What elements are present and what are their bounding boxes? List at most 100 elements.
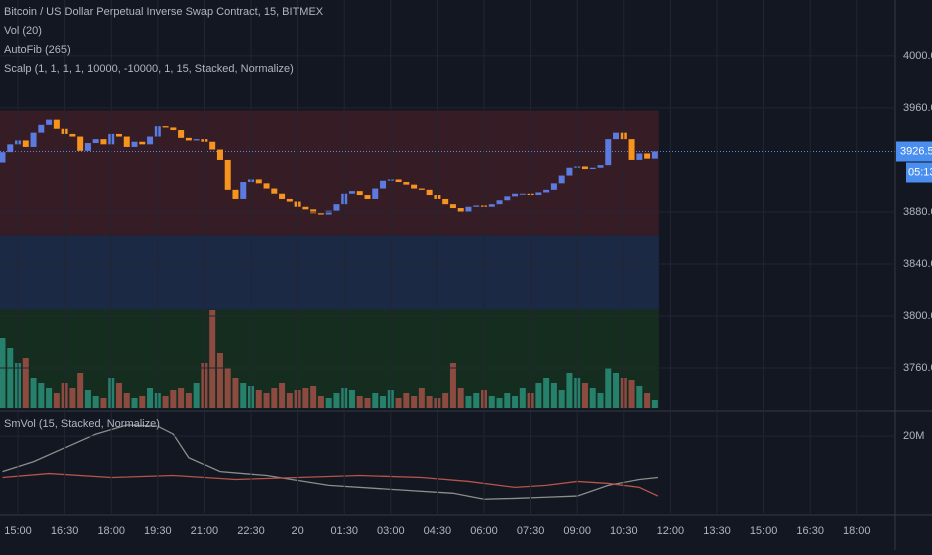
y-tick-label: 4000.0: [903, 50, 932, 62]
y-tick-label: 3800.0: [903, 310, 932, 322]
x-tick-label: 03:00: [377, 525, 405, 537]
candle: [263, 183, 270, 189]
volume-bar: [426, 396, 433, 408]
x-tick-label: 10:30: [610, 525, 638, 537]
volume-bar: [317, 396, 324, 408]
volume-bar: [535, 383, 542, 408]
volume-bar: [0, 338, 6, 408]
x-tick-label: 04:30: [424, 525, 452, 537]
candle: [380, 180, 387, 189]
x-tick-label: 06:00: [470, 525, 498, 537]
candle: [348, 191, 355, 194]
candle: [115, 133, 122, 137]
candle: [442, 198, 449, 205]
fib-zone: [0, 235, 659, 310]
candle: [38, 124, 45, 133]
volume-bar: [185, 393, 192, 408]
candle: [356, 191, 363, 196]
volume-bar: [224, 368, 231, 408]
volume-bar: [271, 388, 278, 408]
y-tick-label: 3840.0: [903, 258, 932, 270]
x-tick-label: 15:00: [4, 525, 32, 537]
candle: [77, 136, 84, 151]
candle: [543, 189, 550, 193]
volume-bar: [310, 386, 317, 408]
countdown-box: [906, 162, 932, 183]
candle: [411, 184, 418, 189]
volume-bar: [255, 390, 262, 408]
volume-bar: [30, 378, 37, 408]
candle: [255, 179, 262, 184]
candle: [605, 139, 612, 166]
x-tick-label: 15:00: [750, 525, 778, 537]
volume-bar: [178, 388, 185, 408]
volume-bar: [115, 383, 122, 408]
volume-bar: [364, 398, 371, 408]
candle: [465, 206, 472, 212]
indicator-label: Vol (20): [4, 25, 42, 37]
price-label: 3926.5: [900, 145, 932, 157]
candle: [271, 188, 278, 194]
candle: [193, 139, 200, 141]
volume-bar: [53, 393, 60, 408]
candle: [449, 204, 456, 209]
candle: [535, 192, 542, 196]
volume-bar: [496, 398, 503, 408]
candle: [317, 213, 324, 215]
volume-bar: [263, 393, 270, 408]
candle: [69, 133, 76, 137]
candle: [123, 136, 130, 147]
candle: [488, 204, 495, 207]
volume-bar: [232, 378, 239, 408]
candle: [302, 206, 309, 210]
candle: [636, 153, 643, 160]
volume-bar: [92, 396, 99, 408]
candle: [473, 205, 480, 207]
x-tick-label: 07:30: [517, 525, 545, 537]
x-tick-label: 20: [291, 525, 303, 537]
volume-bar: [395, 398, 402, 408]
candle: [92, 139, 99, 144]
indicator-label: Scalp (1, 1, 1, 1, 10000, -10000, 1, 15,…: [4, 63, 294, 75]
candle: [418, 188, 425, 190]
indicator-label: SmVol (15, Stacked, Normalize): [4, 418, 160, 430]
volume-bar: [457, 388, 464, 408]
volume-bar: [77, 373, 84, 408]
indicator-line: [2, 472, 659, 497]
candle: [325, 210, 332, 215]
candle: [279, 193, 286, 199]
fib-zone: [0, 110, 659, 236]
candle: [512, 193, 519, 197]
candle: [558, 175, 565, 184]
candle: [364, 195, 371, 199]
candle: [372, 188, 379, 199]
candle: [581, 166, 588, 170]
x-tick-label: 09:00: [563, 525, 591, 537]
volume-bar: [147, 388, 154, 408]
volume-bar: [644, 393, 651, 408]
candle: [550, 183, 557, 190]
candle: [22, 140, 29, 147]
candle: [286, 198, 293, 202]
candle: [84, 143, 91, 151]
volume-bar: [628, 380, 635, 408]
y-tick-label: 3760.0: [903, 362, 932, 374]
volume-bar: [162, 396, 169, 408]
candle: [131, 141, 138, 147]
x-tick-label: 12:00: [657, 525, 685, 537]
y-tick-label: 20M: [903, 430, 924, 442]
y-tick-label: 3880.0: [903, 206, 932, 218]
volume-bar: [543, 378, 550, 408]
price-label-box: [896, 141, 932, 162]
volume-bar: [22, 358, 29, 408]
volume-bar: [473, 393, 480, 408]
volume-bar: [581, 383, 588, 408]
chart-title: Bitcoin / US Dollar Perpetual Inverse Sw…: [4, 6, 324, 18]
volume-bar: [550, 383, 557, 408]
volume-bar: [449, 363, 456, 408]
volume-bar: [139, 396, 146, 408]
volume-bar: [123, 393, 130, 408]
volume-bar: [418, 388, 425, 408]
volume-bar: [411, 396, 418, 408]
